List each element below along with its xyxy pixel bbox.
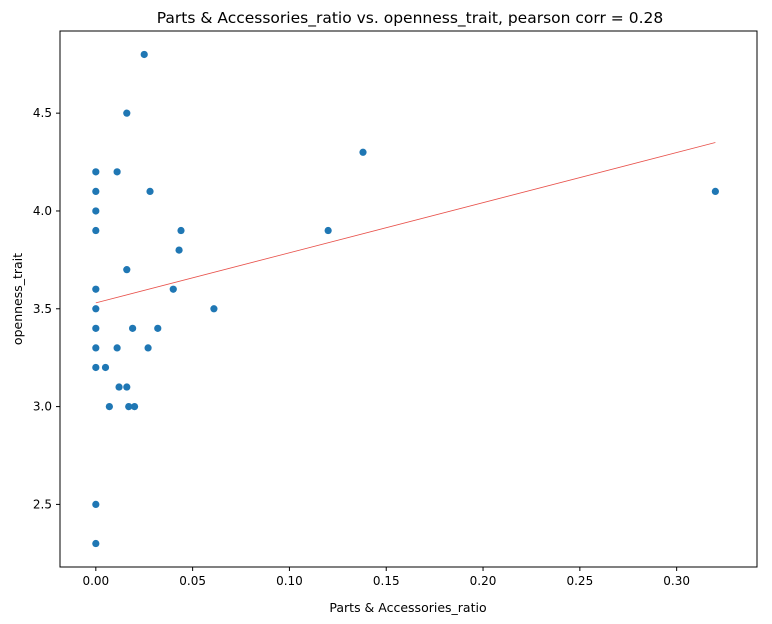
data-point [129,324,137,332]
data-point [130,402,139,411]
data-point [210,305,218,313]
data-point [154,324,162,332]
data-point [113,168,121,176]
data-point [169,285,177,293]
data-point [177,226,185,235]
regression-line [95,142,716,304]
x-tick-label: 0.30 [663,574,690,588]
data-point [101,363,110,372]
y-tick-label: 3.0 [33,400,52,414]
data-point [92,500,100,509]
data-point [123,266,131,274]
x-axis-label: Parts & Accessories_ratio [329,600,486,615]
data-point [144,344,152,352]
y-tick-label: 3.5 [33,302,52,316]
data-point [146,187,154,196]
y-axis-label: openness_trait [10,253,25,345]
data-point [92,344,100,352]
x-tick-label: 0.20 [470,574,497,588]
x-tick-label: 0.00 [82,574,109,588]
data-point [92,324,100,332]
data-point [175,246,183,254]
x-tick-label: 0.05 [179,574,206,588]
data-point [324,226,332,235]
data-point [92,207,100,215]
chart-title: Parts & Accessories_ratio vs. openness_t… [157,9,663,28]
data-point [92,285,100,293]
data-point [115,383,123,391]
plot-frame [59,30,758,568]
data-point [92,187,100,196]
x-tick-label: 0.15 [373,574,400,588]
data-point [113,344,121,352]
data-point [92,363,100,372]
data-point [92,168,100,176]
x-tick-label: 0.10 [276,574,303,588]
plot-area [60,31,757,567]
data-point [92,226,100,235]
data-point [123,383,131,391]
data-point [92,305,100,313]
x-tick-label: 0.25 [566,574,593,588]
y-tick-label: 4.5 [33,106,52,120]
y-tick-label: 2.5 [33,497,52,511]
data-point [105,402,113,411]
data-point [123,109,131,117]
data-point [359,148,367,156]
data-point [140,50,148,59]
data-point [92,539,100,548]
data-point [711,187,719,196]
y-tick-label: 4.0 [33,204,52,218]
data-point [125,402,133,411]
